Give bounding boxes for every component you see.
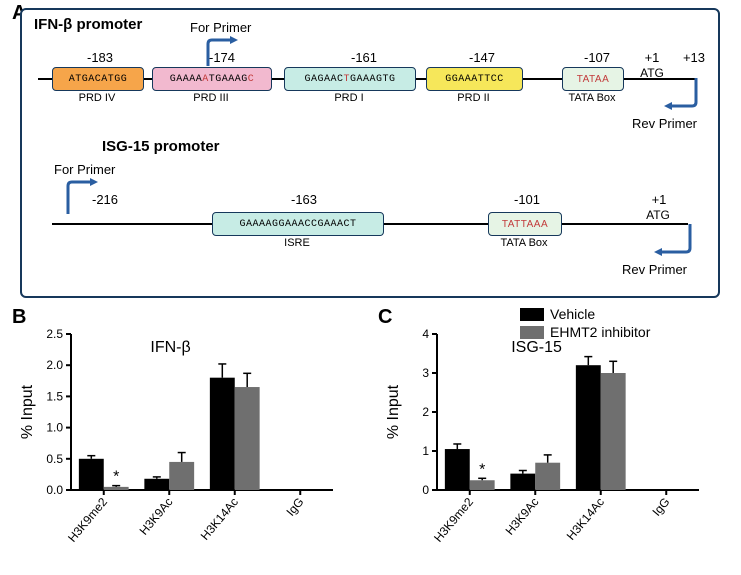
- ifnb-tata-name: TATA Box: [557, 92, 627, 104]
- ifnb-atg-pos: +1: [637, 50, 667, 65]
- isg15-title: ISG-15 promoter: [102, 138, 220, 155]
- isg15-tata-seq: TATTAAA: [502, 219, 548, 230]
- ifnb-prdiv-pos: -183: [60, 50, 140, 65]
- panel-b-chart: 0.0 0.5 1.0 1.5 2.0 2.5 % Input IFN-β *H3K9me2 H3…: [16, 320, 356, 570]
- isg15-isre-pos: -163: [254, 192, 354, 207]
- svg-text:IgG: IgG: [649, 495, 672, 519]
- panel-c-chart: 0 1 2 3 4 % Input ISG-15 *H3K9me2 H3K9Ac H3K14Ac I…: [382, 320, 722, 570]
- svg-text:*: *: [113, 469, 119, 486]
- isg15-atg-label: ATG: [638, 208, 678, 222]
- svg-text:1: 1: [422, 444, 429, 458]
- ifnb-prdi-box: GAGAACTGAAAGTG: [284, 67, 416, 91]
- panel-a: IFN-β promoter For Primer -183 ATGACATGG…: [20, 8, 720, 298]
- svg-text:4: 4: [422, 327, 429, 341]
- ifnb-prdii-seq: GGAAATTCC: [445, 74, 504, 85]
- isg15-isre-name: ISRE: [212, 237, 382, 249]
- isg15-isre-seq: GAAAAGGAAACCGAAACT: [239, 219, 356, 230]
- svg-text:% Input: % Input: [19, 384, 36, 439]
- ifnb-tata-pos: -107: [562, 50, 632, 65]
- ifnb-prdi-seq: GAGAACTGAAAGTG: [304, 74, 395, 85]
- svg-text:0.5: 0.5: [46, 452, 63, 466]
- svg-text:3: 3: [422, 366, 429, 380]
- isg15-tata-name: TATA Box: [482, 237, 566, 249]
- ifnb-for-primer-label: For Primer: [190, 20, 251, 35]
- ifnb-prdi-name: PRD I: [284, 92, 414, 104]
- legend-vehicle-swatch: [520, 308, 544, 321]
- ifnb-end-pos: +13: [674, 50, 714, 65]
- ifnb-prdii-pos: -147: [432, 50, 532, 65]
- ifnb-prdii-name: PRD II: [426, 92, 521, 104]
- ifnb-tata-seq: TATAA: [577, 74, 610, 85]
- svg-text:*: *: [479, 461, 485, 478]
- isg15-tata-pos: -101: [492, 192, 562, 207]
- svg-text:H3K9me2: H3K9me2: [65, 495, 110, 545]
- svg-text:IgG: IgG: [283, 495, 306, 519]
- svg-text:2.5: 2.5: [46, 327, 63, 341]
- ifnb-prdiii-box: GAAAAATGAAAGC: [152, 67, 272, 91]
- svg-text:H3K9me2: H3K9me2: [431, 495, 476, 545]
- ifnb-prdiii-seq: GAAAAATGAAAGC: [170, 74, 255, 85]
- svg-text:IFN-β: IFN-β: [150, 339, 190, 356]
- svg-text:H3K9Ac: H3K9Ac: [503, 495, 542, 538]
- ifnb-prdiv-name: PRD IV: [52, 92, 142, 104]
- isg15-atg-pos: +1: [644, 192, 674, 207]
- ifnb-prdiii-name: PRD III: [152, 92, 270, 104]
- isg15-isre-box: GAAAAGGAAACCGAAACT: [212, 212, 384, 236]
- ifnb-prdiii-pos: -174: [172, 50, 272, 65]
- ifnb-title: IFN-β promoter: [34, 16, 142, 33]
- isg15-rev-primer-arrow: [648, 222, 696, 262]
- isg15-rev-primer-label: Rev Primer: [622, 262, 687, 277]
- ifnb-prdii-box: GGAAATTCC: [426, 67, 523, 91]
- ifnb-prdiv-box: ATGACATGG: [52, 67, 144, 91]
- panel-c-svg: 0 1 2 3 4 % Input ISG-15 *H3K9me2 H3K9Ac H3K14Ac I…: [382, 320, 722, 570]
- svg-text:0.0: 0.0: [46, 483, 63, 497]
- isg15-for-pos: -216: [80, 192, 130, 207]
- svg-text:ISG-15: ISG-15: [511, 339, 562, 356]
- figure-root: A IFN-β promoter For Primer -183 ATGACAT…: [0, 0, 741, 571]
- svg-text:1.0: 1.0: [46, 421, 63, 435]
- panel-a-inner: IFN-β promoter For Primer -183 ATGACATGG…: [22, 10, 718, 296]
- svg-text:H3K9Ac: H3K9Ac: [137, 495, 176, 538]
- svg-text:2: 2: [422, 405, 429, 419]
- ifnb-prdi-pos: -161: [304, 50, 424, 65]
- isg15-for-primer-label: For Primer: [54, 162, 115, 177]
- ifnb-rev-primer-arrow: [658, 76, 702, 116]
- isg15-tata-box: TATTAAA: [488, 212, 562, 236]
- panel-b-svg: 0.0 0.5 1.0 1.5 2.0 2.5 % Input IFN-β *H3K9me2 H3…: [16, 320, 356, 570]
- ifnb-rev-primer-label: Rev Primer: [632, 116, 697, 131]
- svg-text:% Input: % Input: [385, 384, 402, 439]
- svg-text:2.0: 2.0: [46, 358, 63, 372]
- svg-text:1.5: 1.5: [46, 389, 63, 403]
- ifnb-prdiv-seq: ATGACATGG: [69, 74, 128, 85]
- svg-text:H3K14Ac: H3K14Ac: [198, 495, 241, 543]
- svg-text:0: 0: [422, 483, 429, 497]
- ifnb-tata-box: TATAA: [562, 67, 624, 91]
- svg-text:H3K14Ac: H3K14Ac: [564, 495, 607, 543]
